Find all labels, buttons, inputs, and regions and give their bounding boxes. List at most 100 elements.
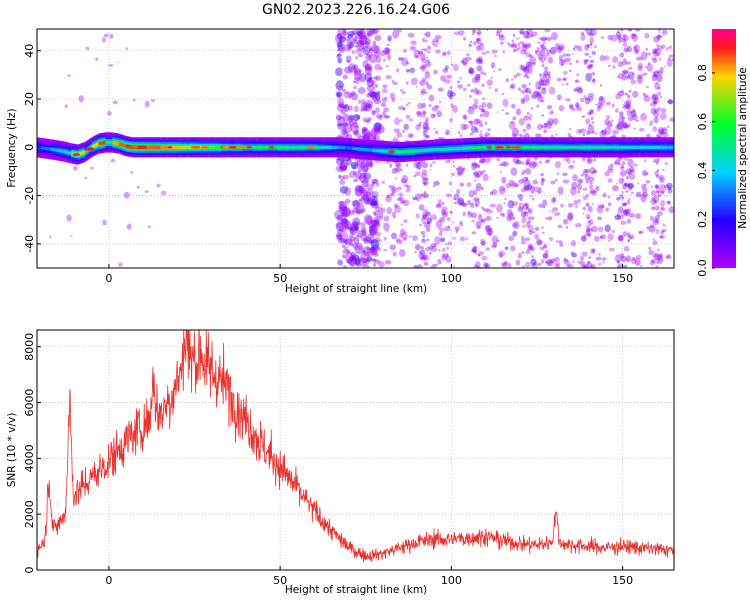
ridge-hotspot xyxy=(505,145,511,149)
noise-blob xyxy=(530,255,535,258)
noise-blob xyxy=(546,159,550,163)
noise-blob xyxy=(657,248,660,252)
noise-blob xyxy=(356,159,364,168)
noise-blob xyxy=(582,168,588,176)
noise-blob xyxy=(448,225,451,228)
noise-blob xyxy=(659,112,667,120)
noise-blob xyxy=(415,193,422,202)
noise-blob xyxy=(611,103,615,108)
noise-blob xyxy=(552,207,559,212)
noise-blob xyxy=(629,165,635,172)
noise-blob xyxy=(667,188,673,194)
noise-blob xyxy=(521,176,529,182)
noise-blob xyxy=(463,36,467,41)
noise-blob xyxy=(421,238,425,241)
noise-blob xyxy=(511,103,516,109)
noise-blob xyxy=(477,215,483,221)
noise-blob xyxy=(622,122,628,129)
noise-blob xyxy=(420,88,426,94)
noise-blob xyxy=(544,84,547,87)
noise-blob xyxy=(348,118,358,127)
noise-blob xyxy=(575,86,583,92)
noise-blob xyxy=(526,29,533,35)
noise-blob xyxy=(358,35,368,46)
noise-blob xyxy=(633,163,638,167)
noise-blob xyxy=(402,107,406,111)
noise-blob xyxy=(624,70,629,74)
noise-blob xyxy=(418,160,423,164)
noise-blob xyxy=(536,238,543,246)
noise-blob xyxy=(518,46,521,51)
noise-blob xyxy=(360,102,370,112)
noise-blob xyxy=(387,55,392,61)
noise-blob xyxy=(362,47,366,50)
noise-blob xyxy=(420,245,424,248)
noise-blob xyxy=(101,37,106,43)
noise-blob xyxy=(620,220,627,225)
noise-blob xyxy=(414,55,419,58)
ridge-segment xyxy=(564,145,572,149)
ridge-segment xyxy=(180,145,188,149)
noise-blob xyxy=(384,47,391,54)
noise-blob xyxy=(355,185,363,192)
noise-blob xyxy=(437,249,441,252)
noise-blob xyxy=(473,246,478,250)
noise-blob xyxy=(425,246,431,252)
noise-blob xyxy=(477,253,481,257)
noise-blob xyxy=(559,43,565,51)
noise-blob xyxy=(653,253,661,258)
noise-blob xyxy=(541,45,547,51)
noise-blob xyxy=(499,171,503,174)
noise-blob xyxy=(372,40,377,46)
noise-blob xyxy=(479,113,484,118)
noise-blob xyxy=(383,222,390,232)
noise-blob xyxy=(413,174,417,178)
noise-blob xyxy=(415,171,421,177)
noise-blob xyxy=(611,229,616,233)
noise-blob xyxy=(646,63,654,72)
ridge-segment xyxy=(543,145,551,149)
noise-blob xyxy=(623,209,630,214)
noise-blob xyxy=(468,43,472,47)
noise-blob xyxy=(441,252,449,258)
noise-blob xyxy=(450,172,456,176)
noise-blob xyxy=(655,190,661,194)
noise-blob xyxy=(365,119,371,124)
noise-blob xyxy=(506,208,513,216)
noise-blob xyxy=(410,40,417,46)
noise-blob xyxy=(423,33,427,36)
noise-blob xyxy=(570,240,577,247)
noise-blob xyxy=(511,222,518,228)
noise-blob xyxy=(619,170,627,177)
noise-blob xyxy=(542,40,546,46)
ridge-hotspot xyxy=(268,145,275,149)
noise-blob xyxy=(362,60,369,69)
noise-blob xyxy=(347,115,354,123)
noise-blob xyxy=(358,29,367,41)
noise-blob xyxy=(536,47,540,50)
noise-blob xyxy=(656,29,663,32)
noise-blob xyxy=(437,258,442,265)
noise-blob xyxy=(385,195,392,203)
noise-blob xyxy=(537,189,542,194)
noise-blob xyxy=(667,187,672,191)
noise-blob xyxy=(367,247,374,257)
noise-blob xyxy=(503,260,509,265)
noise-blob xyxy=(536,262,542,266)
noise-blob xyxy=(336,103,345,112)
noise-blob xyxy=(646,52,652,56)
noise-blob xyxy=(395,177,398,180)
noise-blob xyxy=(368,219,378,228)
noise-blob xyxy=(501,263,507,268)
noise-blob xyxy=(359,108,365,112)
noise-blob xyxy=(595,185,600,192)
noise-blob xyxy=(421,113,426,118)
x-tick-label: 150 xyxy=(612,272,633,285)
noise-blob xyxy=(338,47,346,54)
noise-blob xyxy=(654,205,660,211)
ridge-segment xyxy=(639,145,647,149)
noise-blob xyxy=(469,94,472,98)
noise-blob xyxy=(470,122,474,127)
noise-blob xyxy=(426,221,431,225)
